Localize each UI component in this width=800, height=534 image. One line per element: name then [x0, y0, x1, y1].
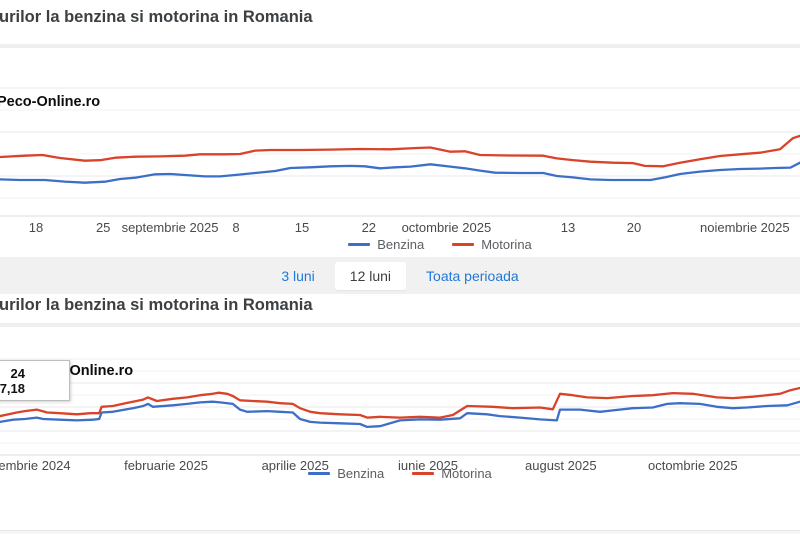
legend-label: Motorina	[441, 466, 492, 481]
legend-item-motorina: Motorina	[412, 466, 492, 481]
legend-swatch-motorina	[452, 243, 475, 246]
page-bottom-border	[0, 530, 800, 531]
x-axis-label: noiembrie 2025	[699, 220, 790, 235]
x-axis-label: 13	[560, 220, 576, 235]
watermark-peco-online-top: Peco-Online.ro	[0, 94, 101, 110]
legend-swatch-motorina	[412, 472, 435, 475]
page-bottom-strip	[0, 531, 800, 534]
x-axis-label: 18	[28, 220, 44, 235]
x-axis-label: 15	[294, 220, 310, 235]
legend-label: Benzina	[337, 466, 385, 481]
legend-swatch-benzina	[348, 243, 371, 246]
tooltip-date: 24	[10, 366, 25, 381]
tab-12-luni[interactable]: 12 luni	[334, 261, 407, 290]
chart-plot-area-top[interactable]	[0, 48, 800, 220]
legend-swatch-benzina	[308, 472, 331, 475]
title-divider-top	[0, 44, 800, 48]
x-axis-label: 22	[361, 220, 377, 235]
legend-top: Benzina Motorina	[0, 237, 800, 252]
chart-title-bottom: urilor la benzina si motorina in Romania	[0, 296, 313, 314]
x-axis-label: februarie 2025	[124, 458, 208, 473]
title-divider-bottom	[0, 323, 800, 327]
x-axis-label: august 2025	[525, 458, 597, 473]
legend-bottom: Benzina Motorina	[0, 466, 800, 481]
chart-title-top: urilor la benzina si motorina in Romania	[0, 8, 313, 26]
x-axis-label: aprilie 2025	[261, 458, 329, 473]
x-axis-label: 25	[95, 220, 111, 235]
x-axis-label: octombrie 2025	[401, 220, 492, 235]
chart-plot-area-bottom[interactable]	[0, 330, 800, 456]
legend-item-motorina: Motorina	[452, 237, 532, 252]
period-tabs: 3 luni 12 luni Toata perioada	[0, 257, 800, 294]
legend-label: Benzina	[377, 237, 425, 252]
x-axis-label: septembrie 2025	[121, 220, 219, 235]
tab-3-luni[interactable]: 3 luni	[281, 267, 315, 284]
legend-item-benzina: Benzina	[348, 237, 424, 252]
legend-item-benzina: Benzina	[308, 466, 384, 481]
x-axis-label: 8	[232, 220, 240, 235]
x-axis-label: 20	[626, 220, 642, 235]
x-axis-label: octombrie 2025	[647, 458, 738, 473]
tab-toata-perioada[interactable]: Toata perioada	[426, 267, 519, 284]
tooltip-value: 7,18	[0, 381, 25, 396]
x-axis-label: iunie 2025	[398, 458, 458, 473]
legend-label: Motorina	[481, 237, 532, 252]
chart-tooltip: 24 7,18	[0, 360, 70, 401]
x-axis-labels-bottom: decembrie 2024 februarie 2025 aprilie 2025…	[0, 458, 800, 474]
x-axis-label: decembrie 2024	[0, 458, 71, 473]
x-axis-labels-top: 18 25 septembrie 2025 8 15 22 octombrie 2025 13…	[0, 220, 800, 236]
